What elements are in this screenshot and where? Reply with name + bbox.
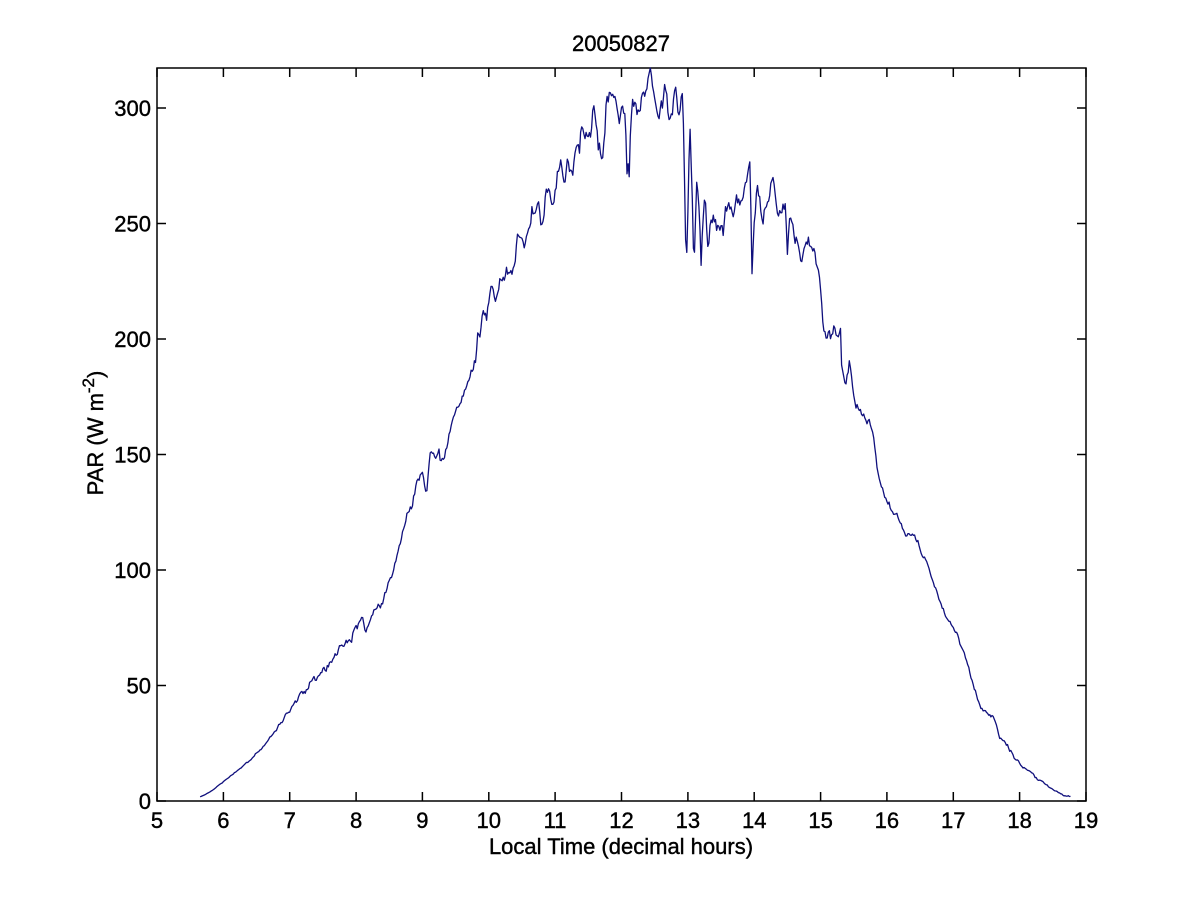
svg-text:Local Time (decimal hours): Local Time (decimal hours)	[489, 834, 753, 859]
svg-text:0: 0	[139, 789, 151, 814]
svg-text:14: 14	[742, 808, 766, 833]
svg-text:11: 11	[544, 808, 567, 833]
svg-text:17: 17	[941, 808, 965, 833]
svg-text:10: 10	[477, 808, 501, 833]
svg-text:200: 200	[114, 327, 151, 352]
svg-text:8: 8	[350, 808, 362, 833]
svg-text:19: 19	[1074, 808, 1098, 833]
svg-text:250: 250	[114, 211, 151, 236]
svg-text:300: 300	[114, 96, 151, 121]
svg-text:13: 13	[676, 808, 700, 833]
svg-text:50: 50	[127, 673, 151, 698]
svg-text:6: 6	[217, 808, 229, 833]
svg-text:20050827: 20050827	[572, 31, 670, 56]
svg-text:18: 18	[1007, 808, 1031, 833]
svg-text:12: 12	[609, 808, 633, 833]
svg-text:16: 16	[875, 808, 899, 833]
svg-text:150: 150	[114, 442, 151, 467]
svg-text:9: 9	[416, 808, 428, 833]
svg-text:5: 5	[151, 808, 163, 833]
svg-text:100: 100	[114, 558, 151, 583]
svg-text:15: 15	[808, 808, 832, 833]
svg-text:7: 7	[284, 808, 296, 833]
